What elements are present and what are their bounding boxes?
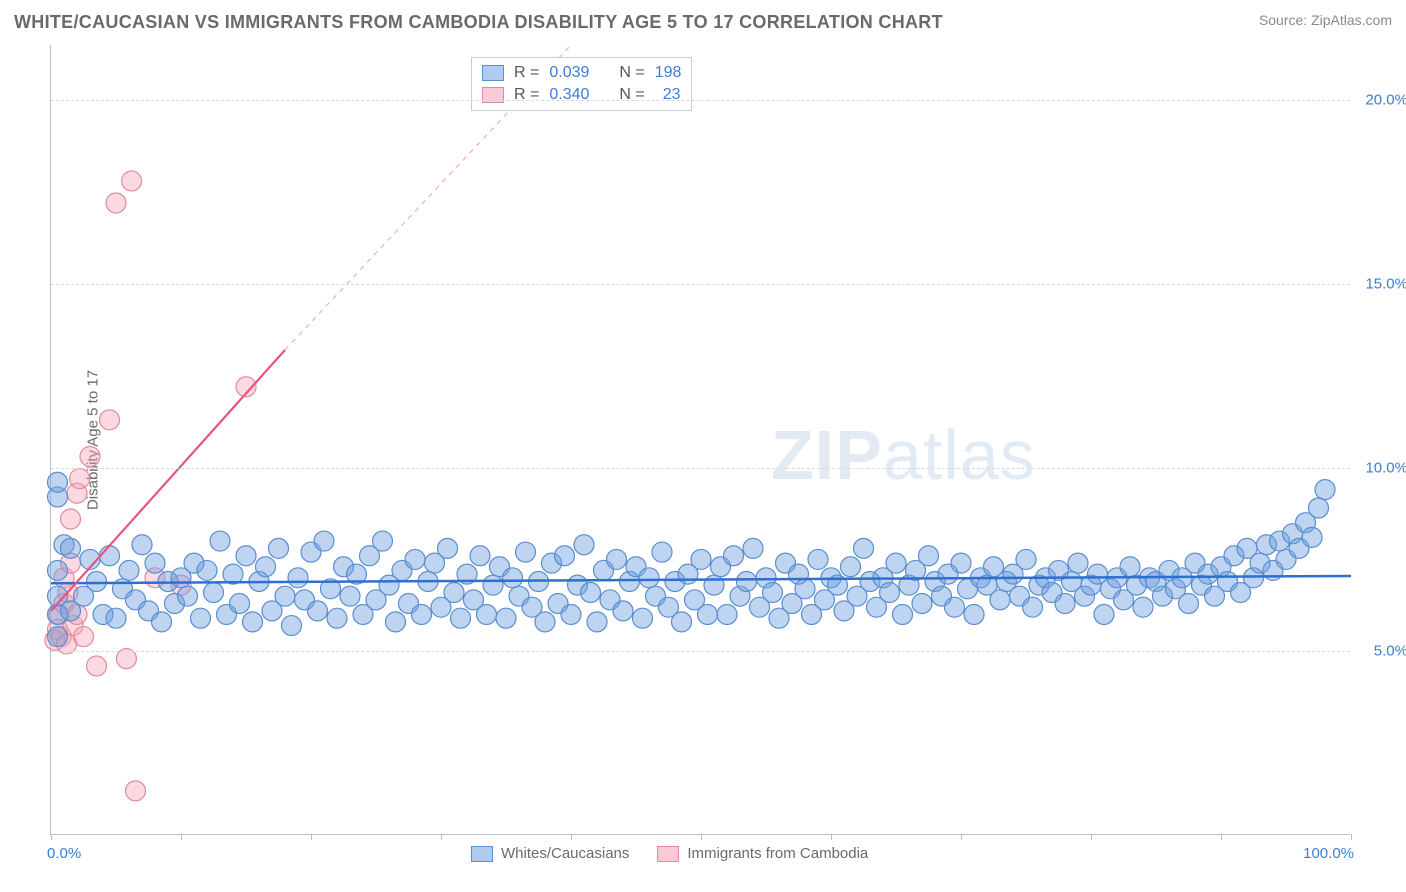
legend-n-label: N = bbox=[619, 86, 644, 104]
gridline bbox=[51, 100, 1350, 101]
legend-stats: R = 0.039 N = 198 R = 0.340 N = 23 bbox=[471, 57, 692, 111]
legend-stats-row-pink: R = 0.340 N = 23 bbox=[482, 84, 681, 106]
legend-n-value: 23 bbox=[655, 86, 681, 104]
gridline bbox=[51, 468, 1350, 469]
y-tick-label: 5.0% bbox=[1374, 643, 1406, 660]
y-tick-label: 20.0% bbox=[1365, 92, 1406, 109]
x-axis-min-label: 0.0% bbox=[47, 845, 81, 862]
x-tick bbox=[701, 834, 702, 840]
scatter-svg bbox=[51, 45, 1350, 834]
x-tick bbox=[1351, 834, 1352, 840]
gridline bbox=[51, 284, 1350, 285]
chart-source: Source: ZipAtlas.com bbox=[1259, 12, 1392, 28]
x-tick bbox=[311, 834, 312, 840]
legend-swatch-pink bbox=[657, 846, 679, 862]
chart-title: WHITE/CAUCASIAN VS IMMIGRANTS FROM CAMBO… bbox=[14, 12, 943, 33]
legend-label: Immigrants from Cambodia bbox=[687, 845, 868, 862]
legend-swatch-blue bbox=[482, 65, 504, 81]
legend-stats-row-blue: R = 0.039 N = 198 bbox=[482, 62, 681, 84]
legend-n-value: 198 bbox=[655, 64, 682, 82]
legend-item-blue: Whites/Caucasians bbox=[471, 845, 629, 862]
x-tick bbox=[51, 834, 52, 840]
legend-r-value: 0.039 bbox=[549, 64, 589, 82]
gridline bbox=[51, 651, 1350, 652]
x-axis-max-label: 100.0% bbox=[1303, 845, 1354, 862]
legend-n-label: N = bbox=[619, 64, 644, 82]
x-tick bbox=[181, 834, 182, 840]
legend-r-label: R = bbox=[514, 64, 539, 82]
x-tick bbox=[441, 834, 442, 840]
legend-series: Whites/Caucasians Immigrants from Cambod… bbox=[471, 845, 868, 862]
x-tick bbox=[961, 834, 962, 840]
x-tick bbox=[1221, 834, 1222, 840]
y-tick-label: 10.0% bbox=[1365, 459, 1406, 476]
y-tick-label: 15.0% bbox=[1365, 275, 1406, 292]
x-tick bbox=[831, 834, 832, 840]
x-tick bbox=[571, 834, 572, 840]
legend-r-label: R = bbox=[514, 86, 539, 104]
chart-header: WHITE/CAUCASIAN VS IMMIGRANTS FROM CAMBO… bbox=[14, 12, 1392, 33]
legend-item-pink: Immigrants from Cambodia bbox=[657, 845, 868, 862]
legend-r-value: 0.340 bbox=[549, 86, 589, 104]
legend-swatch-blue bbox=[471, 846, 493, 862]
chart-plot-area: Disability Age 5 to 17 ZIPatlas R = 0.03… bbox=[50, 45, 1350, 835]
legend-label: Whites/Caucasians bbox=[501, 845, 629, 862]
x-tick bbox=[1091, 834, 1092, 840]
